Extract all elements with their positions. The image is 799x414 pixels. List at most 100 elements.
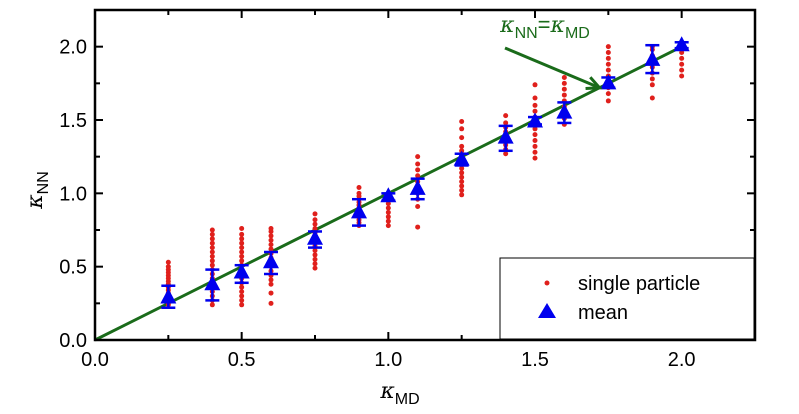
single-particle-point	[459, 183, 465, 189]
single-particle-point	[605, 44, 611, 50]
single-particle-point	[503, 151, 509, 157]
single-particle-point	[268, 246, 274, 252]
y-tick-label: 2.0	[59, 37, 87, 59]
single-particle-point	[459, 187, 465, 193]
single-particle-point	[532, 82, 538, 88]
x-tick-label: 1.0	[374, 349, 402, 371]
y-tick-label: 1.5	[59, 110, 87, 132]
single-particle-point	[679, 55, 685, 61]
single-particle-point	[239, 258, 245, 264]
x-tick-label: 1.5	[521, 349, 549, 371]
single-particle-point	[679, 67, 685, 73]
x-tick-label: 0.5	[228, 349, 256, 371]
legend-marker-mean	[538, 303, 556, 318]
single-particle-point	[459, 165, 465, 171]
mean-point	[527, 112, 543, 128]
single-particle-point	[209, 249, 215, 255]
single-particle-point	[312, 261, 318, 267]
single-particle-point	[312, 248, 318, 254]
mean-point	[204, 275, 221, 291]
annotation-arrowhead	[585, 76, 603, 90]
single-particle-point	[503, 120, 509, 126]
mean-point	[673, 36, 690, 52]
single-particle-point	[385, 223, 391, 229]
single-particle-point	[415, 167, 421, 173]
single-particle-point	[239, 302, 245, 308]
single-particle-point	[415, 161, 421, 167]
single-particle-point	[679, 61, 685, 67]
mean-point	[409, 179, 426, 195]
single-particle-point	[532, 138, 538, 144]
single-particle-point	[239, 289, 245, 295]
single-particle-point	[209, 240, 215, 246]
single-particle-point	[312, 211, 318, 217]
annotation: κNN=κMD	[499, 12, 603, 90]
single-particle-point	[561, 80, 567, 86]
single-particle-point	[649, 82, 655, 88]
single-particle-point	[312, 256, 318, 262]
mean-point	[233, 263, 250, 279]
y-tick-label: 0.5	[59, 257, 87, 279]
single-particle-point	[561, 92, 567, 98]
x-tick-label: 2.0	[668, 349, 696, 371]
mean-point	[556, 103, 573, 119]
single-particle-point	[532, 143, 538, 149]
single-particle-point	[239, 297, 245, 303]
single-particle-point	[605, 98, 611, 104]
single-particle-point	[532, 149, 538, 155]
single-particle-point	[561, 74, 567, 80]
single-particle-point	[459, 170, 465, 176]
single-particle-point	[459, 118, 465, 124]
single-particle-point	[268, 237, 274, 243]
y-tick-label: 0.0	[59, 330, 87, 352]
single-particle-point	[209, 253, 215, 259]
single-particle-point	[165, 264, 171, 270]
plot-frame	[93, 8, 757, 342]
single-particle-point	[679, 50, 685, 56]
single-particle-point	[459, 143, 465, 149]
single-particle-point	[312, 252, 318, 258]
mean-point	[644, 50, 661, 66]
single-particle-point	[356, 184, 362, 190]
single-particle-point	[605, 55, 611, 61]
single-particle-point	[532, 95, 538, 101]
single-particle-point	[532, 155, 538, 161]
single-particle-point	[385, 214, 391, 220]
single-particle-point	[532, 102, 538, 108]
legend-label-single-particle: single particle	[578, 273, 700, 295]
single-particle-point	[503, 113, 509, 119]
single-particle-point	[312, 217, 318, 223]
single-particle-point	[268, 281, 274, 287]
single-particle-point	[459, 174, 465, 180]
single-particle-point	[209, 231, 215, 237]
single-particle-point	[209, 236, 215, 242]
y-tick-label: 1.0	[59, 183, 87, 205]
single-particle-point	[239, 245, 245, 251]
single-particle-point	[385, 201, 391, 207]
single-particle-point	[532, 126, 538, 132]
single-particle-point	[239, 293, 245, 299]
single-particle-point	[239, 240, 245, 246]
single-particle-point	[605, 50, 611, 56]
legend: single particle mean	[499, 257, 755, 340]
single-particle-point	[239, 231, 245, 237]
single-particle-point	[239, 253, 245, 259]
ticks-layer: 0.0 0.5 1.0 1.5 2.0 0.0 0.5 1.0 1.5 2.0	[59, 9, 756, 371]
mean-point	[307, 229, 323, 245]
single-particle-point	[459, 179, 465, 185]
single-particle-point	[679, 73, 685, 79]
legend-box	[499, 257, 755, 340]
single-particle-point	[561, 86, 567, 92]
single-particle-point	[209, 227, 215, 233]
single-particle-point	[605, 67, 611, 73]
single-particle-point	[209, 302, 215, 308]
y-axis-title: κNN	[23, 171, 52, 210]
single-particle-point	[268, 300, 274, 306]
single-particle-point	[649, 76, 655, 82]
mean-point	[600, 74, 617, 90]
single-particle-point	[459, 126, 465, 132]
single-particle-point	[532, 108, 538, 114]
mean-point	[497, 128, 514, 144]
single-particle-point	[605, 61, 611, 67]
